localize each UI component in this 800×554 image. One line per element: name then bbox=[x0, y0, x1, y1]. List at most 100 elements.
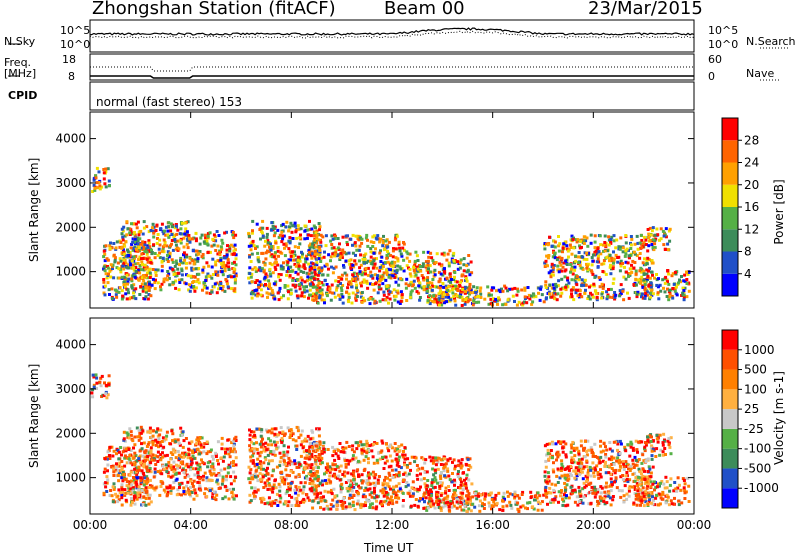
heatmap-cell bbox=[93, 186, 97, 190]
heatmap-cell bbox=[206, 232, 210, 236]
noise-sky-line bbox=[89, 27, 695, 36]
heatmap-cell bbox=[220, 247, 224, 251]
heatmap-cell bbox=[373, 476, 377, 480]
heatmap-cell bbox=[388, 497, 392, 501]
heatmap-cell bbox=[125, 220, 129, 224]
heatmap-cell bbox=[198, 468, 202, 472]
heatmap-cell bbox=[141, 263, 144, 266]
heatmap-cell bbox=[320, 281, 324, 285]
heatmap-cell bbox=[465, 499, 469, 503]
heatmap-cell bbox=[426, 250, 430, 254]
heatmap-cell bbox=[199, 236, 203, 240]
heatmap-cell bbox=[170, 233, 174, 236]
heatmap-cell bbox=[410, 486, 414, 490]
heatmap-cell bbox=[155, 241, 159, 245]
heatmap-cell bbox=[456, 267, 460, 271]
heatmap-cell bbox=[260, 267, 264, 271]
heatmap-cell bbox=[215, 478, 219, 482]
heatmap-cell bbox=[550, 244, 554, 248]
heatmap-cell bbox=[298, 462, 302, 466]
heatmap-cell bbox=[544, 297, 548, 301]
heatmap-cell bbox=[183, 492, 187, 496]
heatmap-cell bbox=[129, 487, 133, 491]
heatmap-cell bbox=[609, 272, 613, 276]
heatmap-cell bbox=[305, 466, 309, 470]
heatmap-cell bbox=[685, 295, 689, 299]
heatmap-cell bbox=[284, 468, 288, 472]
heatmap-cell bbox=[468, 298, 472, 302]
heatmap-cell bbox=[150, 252, 154, 256]
heatmap-cell bbox=[266, 501, 270, 505]
heatmap-cell bbox=[612, 261, 615, 265]
heatmap-cell bbox=[422, 506, 426, 510]
heatmap-cell bbox=[381, 491, 385, 495]
heatmap-cell bbox=[150, 458, 154, 462]
heatmap-cell bbox=[205, 286, 209, 290]
heatmap-cell bbox=[662, 234, 666, 238]
heatmap-cell bbox=[490, 507, 493, 511]
heatmap-cell bbox=[223, 447, 227, 451]
heatmap-cell bbox=[488, 504, 492, 508]
heatmap-cell bbox=[595, 295, 599, 299]
heatmap-cell bbox=[166, 233, 170, 237]
heatmap-cell bbox=[385, 273, 389, 277]
heatmap-cell bbox=[373, 484, 377, 487]
heatmap-cell bbox=[164, 490, 167, 494]
heatmap-cell bbox=[149, 461, 153, 465]
heatmap-cell bbox=[670, 274, 674, 278]
heatmap-cell bbox=[194, 231, 198, 235]
heatmap-cell bbox=[523, 286, 527, 290]
heatmap-cell bbox=[607, 288, 610, 291]
heatmap-cell bbox=[466, 291, 470, 295]
heatmap-cell bbox=[409, 504, 413, 508]
heatmap-cell bbox=[267, 462, 271, 466]
heatmap-cell bbox=[316, 455, 320, 459]
heatmap-cell bbox=[315, 444, 319, 448]
heatmap-cell bbox=[318, 248, 322, 252]
heatmap-cell bbox=[552, 251, 556, 254]
heatmap-cell bbox=[287, 247, 291, 251]
heatmap-cell bbox=[513, 496, 517, 500]
heatmap-cell bbox=[137, 467, 141, 471]
heatmap-cell bbox=[345, 458, 349, 462]
heatmap-cell bbox=[490, 498, 494, 501]
heatmap-cell bbox=[453, 296, 456, 300]
heatmap-cell bbox=[141, 464, 145, 468]
heatmap-cell bbox=[151, 229, 155, 233]
heatmap-cell bbox=[185, 491, 189, 495]
heatmap-cell bbox=[134, 269, 138, 273]
heatmap-cell bbox=[205, 476, 209, 480]
heatmap-cell bbox=[160, 260, 164, 263]
heatmap-cell bbox=[313, 268, 317, 272]
heatmap-cell bbox=[116, 474, 120, 477]
heatmap-cell bbox=[619, 236, 623, 240]
heatmap-cell bbox=[313, 254, 317, 258]
heatmap-cell bbox=[638, 256, 642, 260]
heatmap-cell bbox=[360, 291, 364, 294]
heatmap-cell bbox=[253, 434, 257, 437]
heatmap-cell bbox=[312, 440, 316, 444]
heatmap-cell bbox=[585, 266, 589, 270]
heatmap-cell bbox=[306, 477, 310, 481]
heatmap-cell bbox=[227, 265, 231, 269]
heatmap-cell bbox=[139, 229, 143, 233]
heatmap-cell bbox=[303, 437, 307, 441]
heatmap-cell bbox=[369, 247, 373, 250]
heatmap-cell bbox=[532, 295, 535, 299]
heatmap-cell bbox=[234, 439, 238, 442]
heatmap-cell bbox=[416, 276, 420, 280]
heatmap-cell bbox=[413, 261, 417, 265]
heatmap-cell bbox=[313, 272, 317, 276]
heatmap-cell bbox=[198, 477, 202, 481]
heatmap-cell bbox=[333, 463, 337, 467]
heatmap-cell bbox=[491, 297, 495, 301]
heatmap-cell bbox=[373, 490, 376, 493]
heatmap-cell bbox=[191, 259, 195, 263]
heatmap-cell bbox=[405, 277, 409, 281]
heatmap-cell bbox=[132, 446, 135, 450]
heatmap-cell bbox=[344, 252, 348, 256]
heatmap-cell bbox=[463, 291, 467, 295]
heatmap-cell bbox=[561, 265, 565, 269]
heatmap-cell bbox=[621, 250, 625, 254]
heatmap-cell bbox=[218, 251, 222, 254]
